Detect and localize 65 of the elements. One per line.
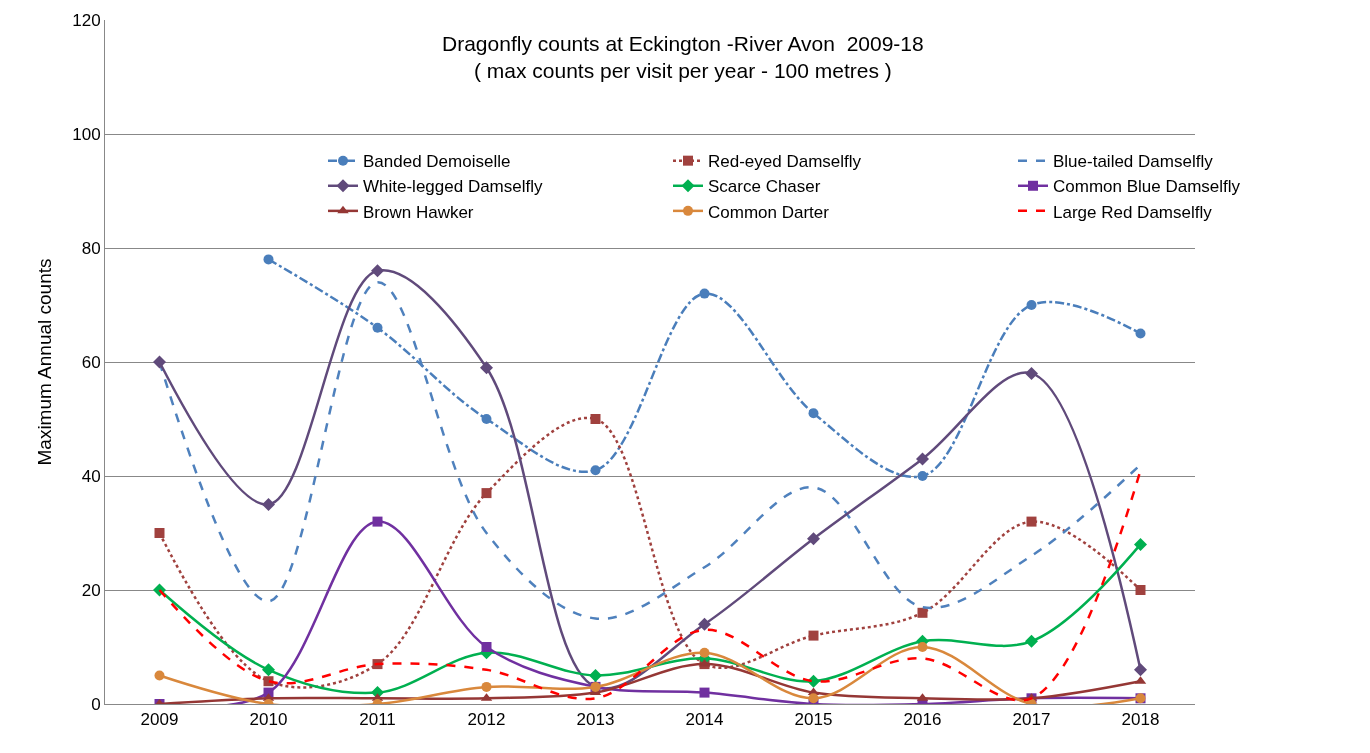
point [699,647,710,658]
point [154,670,165,681]
point [808,630,819,641]
legend-label: Large Red Damselfly [1053,202,1213,222]
point [917,642,928,652]
y-tick-label: 20 [81,580,101,600]
point [1134,537,1147,551]
point [1135,328,1146,339]
y-tick-label: 40 [81,466,101,486]
x-tick-label: 2009 [140,710,179,730]
point [262,663,275,677]
point [481,414,492,424]
y-tick-label: 80 [81,238,101,258]
y-tick-label: 60 [81,352,101,372]
x-tick-label: 2013 [576,710,615,730]
point [262,498,275,511]
x-tick-label: 2016 [903,710,942,730]
y-axis-title: Maximum Annual counts [34,258,56,466]
text: Dragonfly counts at Eckington -River Avon 2009-18 ( max counts per visit per year - 100 metres ) [442,32,924,83]
point [917,607,928,618]
point [1025,634,1038,648]
x-tick-label: 2012 [467,710,506,730]
point [372,516,383,527]
point [916,452,929,466]
point [1025,366,1038,380]
legend-label: Brown Hawker [363,202,474,222]
point [154,528,165,538]
legend-label: Banded Demoiselle [363,152,511,172]
point [698,617,711,631]
point [699,687,710,698]
point [153,355,166,369]
point [590,465,601,476]
point [589,669,602,682]
legend-label: Common Darter [708,202,830,222]
point [371,264,384,278]
y-tick-label: 100 [72,124,101,144]
point [1026,516,1037,527]
legend-label: Blue-tailed Damselfly [1053,152,1214,172]
y-tick-label: 120 [72,10,101,30]
point [1134,663,1147,677]
point [590,414,601,424]
point [480,361,493,375]
point [1026,300,1037,310]
x-tick-label: 2011 [359,710,396,730]
point [481,642,492,652]
point [481,681,492,692]
point [699,288,710,299]
y-tick-label: 0 [91,694,101,714]
legend-label: Scarce Chaser [708,177,821,197]
legend-label: Common Blue Damselfly [1053,177,1241,197]
point [1135,585,1146,595]
point [808,693,819,704]
x-tick-label: 2017 [1012,710,1051,730]
legend-label: Red-eyed Damselfly [708,152,862,172]
x-tick-label: 2018 [1121,710,1160,730]
point [807,532,820,546]
legend-label: White-legged Damselfly [363,177,544,197]
point [263,254,274,265]
point [481,488,492,499]
point [917,471,928,481]
x-tick-label: 2015 [794,710,833,730]
point [372,322,383,333]
x-tick-label: 2014 [685,710,724,730]
x-tick-label: 2010 [249,710,288,730]
point [808,408,819,419]
